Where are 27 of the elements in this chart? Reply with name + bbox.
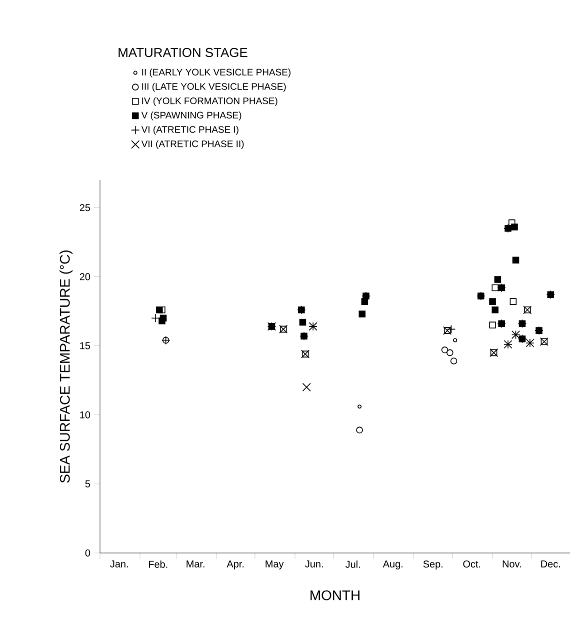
x-tick-label: Apr.	[226, 560, 244, 570]
x-tick-label: Sep.	[423, 560, 442, 570]
x-tick-label: Feb.	[148, 560, 168, 568]
x-tick-label: Jun.	[305, 560, 323, 568]
x-tick-label: May	[266, 560, 284, 570]
y-tick-label: 5	[85, 480, 90, 488]
y-tick-label: 0	[85, 549, 90, 557]
legend-label: VI (ATRETIC PHASE I)	[141, 126, 238, 135]
y-tick-label: 15	[80, 342, 90, 350]
x-tick-label: Jul.	[345, 560, 360, 568]
y-axis-title: SEA SURFACE TEMPARATURE (°C)	[60, 250, 73, 483]
legend-label: II (EARLY YOLK VESICLE PHASE)	[142, 68, 290, 78]
x-tick-label: Jan.	[110, 560, 128, 568]
legend-label: VII (ATRETIC PHASE II)	[141, 140, 244, 150]
x-axis-title: MONTH	[310, 590, 360, 600]
x-tick-label: Aug.	[382, 560, 402, 570]
y-tick-label: 20	[80, 273, 90, 280]
x-tick-label: Nov.	[502, 560, 521, 568]
x-tick-label: Mar.	[186, 560, 204, 568]
y-tick-label: 10	[80, 411, 90, 418]
legend-label: III (LATE YOLK VESICLE PHASE)	[142, 82, 286, 92]
legend-title: MATURATION STAGE	[118, 48, 248, 58]
x-tick-label: Dec.	[541, 560, 560, 568]
legend-label: IV (YOLK FORMATION PHASE)	[142, 97, 278, 106]
legend-label: V (SPAWNING PHASE)	[141, 112, 242, 120]
x-tick-label: Oct.	[463, 560, 480, 568]
y-tick-label: 25	[80, 204, 90, 212]
